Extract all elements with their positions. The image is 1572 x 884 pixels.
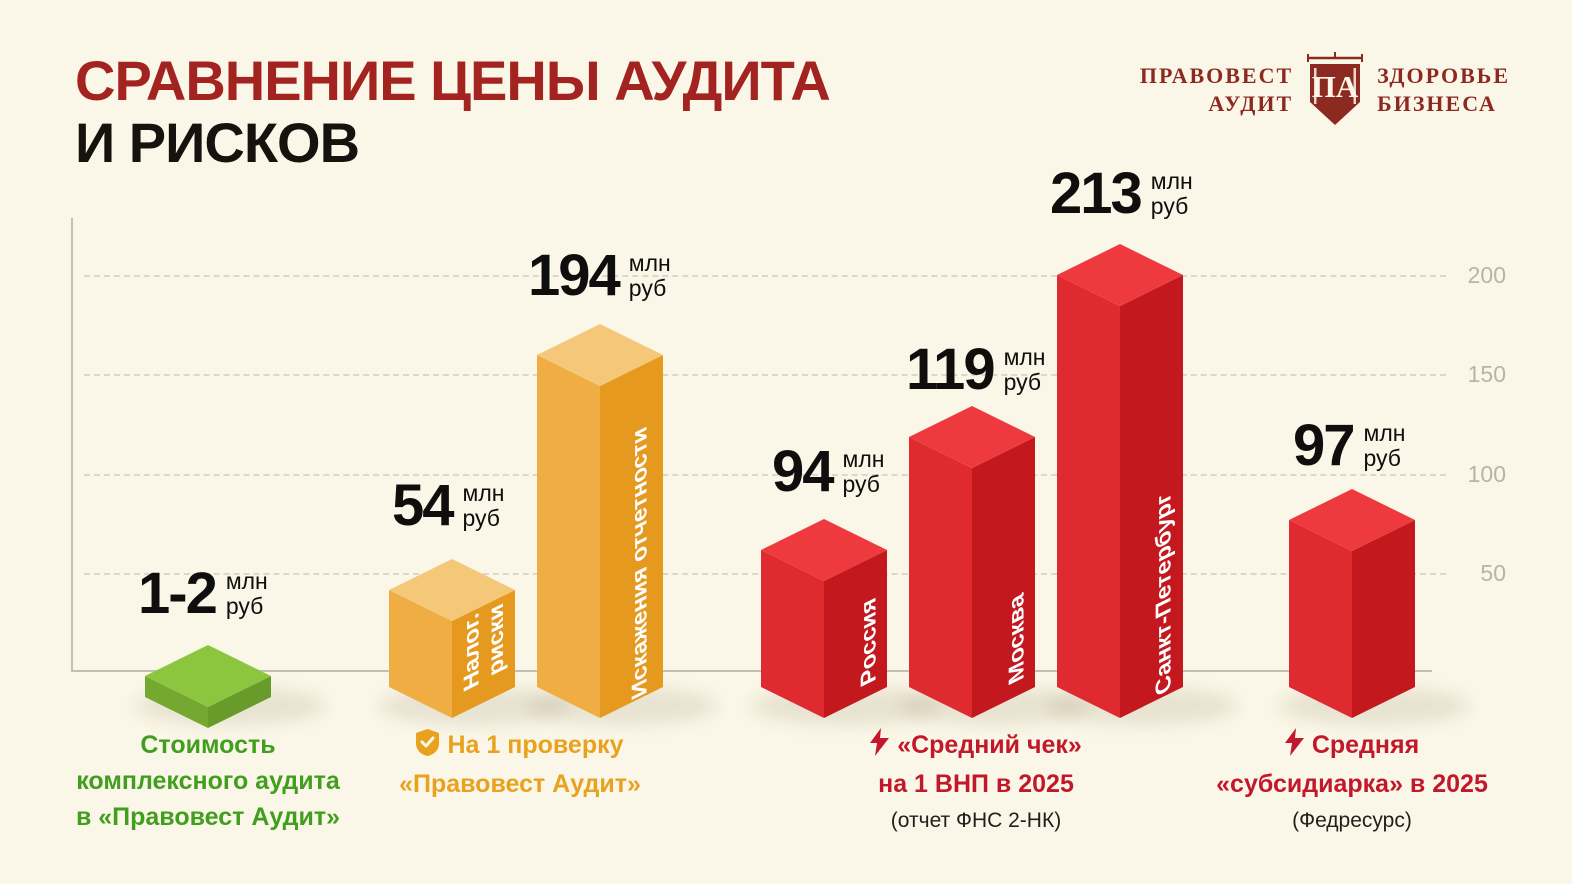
caption-line: Средняя bbox=[1142, 727, 1562, 766]
caption-line: «Правовест Аудит» bbox=[399, 770, 641, 798]
bar-face-right bbox=[600, 355, 663, 718]
value-unit: млн руб bbox=[628, 250, 671, 301]
bar-face-top bbox=[1289, 489, 1415, 551]
bar-face-left bbox=[389, 590, 452, 718]
bar-face-top bbox=[145, 645, 271, 707]
bar-face-right bbox=[824, 550, 887, 718]
shield-check-icon bbox=[416, 729, 440, 766]
logo-tagline: ЗДОРОВЬЕ БИЗНЕСА bbox=[1377, 62, 1510, 118]
caption-source: (отчет ФНС 2-НК) bbox=[890, 809, 1062, 832]
value-label-subsidiarka: 97 млн руб bbox=[1293, 413, 1406, 478]
bar-face-left bbox=[1057, 275, 1120, 718]
bar-face-label-iskazheniya: Искажения отчетности bbox=[627, 422, 653, 704]
bar-face-label-sankt-peterburg: Санкт-Петербург bbox=[1151, 488, 1177, 700]
value-label-sankt-peterburg: 213 млн руб bbox=[1050, 161, 1193, 226]
caption-audit-cost: Стоимость комплексного аудита в «Правове… bbox=[0, 727, 418, 835]
caption-source: (Федресурс) bbox=[1292, 809, 1412, 832]
gridline-200 bbox=[84, 275, 1446, 277]
y-tick-50: 50 bbox=[1480, 560, 1506, 586]
bar-face-left bbox=[909, 437, 972, 718]
value-unit: млн руб bbox=[225, 568, 268, 619]
logo-name: ПРАВОВЕСТ АУДИТ bbox=[1140, 62, 1293, 118]
caption-line: На 1 проверку bbox=[310, 727, 730, 766]
caption-per-inspection: На 1 проверку «Правовест Аудит» bbox=[310, 727, 730, 802]
bar-face-top bbox=[1057, 244, 1183, 306]
value-number: 213 bbox=[1050, 161, 1143, 226]
gridline-150 bbox=[84, 374, 1446, 376]
logo-monogram: ПА bbox=[1312, 69, 1359, 104]
bar-1-2 bbox=[145, 645, 271, 728]
logo-name-line2: АУДИТ bbox=[1208, 91, 1294, 116]
caption-line: комплексного аудита bbox=[76, 767, 340, 795]
caption-line: «Средний чек» bbox=[766, 727, 1186, 766]
value-label-moskva: 119 млн руб bbox=[906, 337, 1046, 402]
bar-face-right bbox=[1120, 275, 1183, 718]
logo-tagline-line1: ЗДОРОВЬЕ bbox=[1377, 63, 1510, 88]
bar-face-right bbox=[972, 437, 1035, 718]
value-label-rossiya: 94 млн руб bbox=[772, 439, 885, 504]
company-logo: ПРАВОВЕСТ АУДИТ ПА ЗДОРОВЬЕ БИЗНЕСА bbox=[1140, 52, 1510, 128]
bar-face-left bbox=[537, 355, 600, 718]
value-label-nalog-riski: 54 млн руб bbox=[392, 473, 505, 538]
bar-face-right bbox=[208, 676, 271, 728]
gridline-100 bbox=[84, 474, 1446, 476]
caption-average-check: «Средний чек» на 1 ВНП в 2025 (отчет ФНС… bbox=[766, 727, 1186, 833]
value-number: 94 bbox=[772, 439, 834, 504]
page-title: СРАВНЕНИЕ ЦЕНЫ АУДИТА И РИСКОВ bbox=[75, 49, 831, 174]
page-title-line2: И РИСКОВ bbox=[75, 111, 360, 174]
y-tick-100: 100 bbox=[1467, 461, 1506, 487]
value-number: 194 bbox=[528, 243, 621, 308]
caption-line: Стоимость bbox=[140, 731, 276, 759]
lightning-icon bbox=[1284, 728, 1304, 766]
bar-face-left bbox=[761, 550, 824, 718]
bar-face-top bbox=[909, 406, 1035, 468]
value-number: 1-2 bbox=[138, 561, 218, 626]
bar-97 bbox=[1289, 489, 1415, 718]
page-title-line1: СРАВНЕНИЕ ЦЕНЫ АУДИТА bbox=[75, 49, 831, 112]
logo-name-line1: ПРАВОВЕСТ bbox=[1139, 63, 1294, 88]
caption-line: на 1 ВНП в 2025 bbox=[878, 770, 1074, 798]
bar-face-top bbox=[761, 519, 887, 581]
bar-Искажения-отчетности bbox=[537, 324, 663, 718]
value-unit: млн руб bbox=[1150, 168, 1193, 219]
value-unit: млн руб bbox=[1003, 344, 1046, 395]
bar-face-left bbox=[145, 676, 208, 728]
bar-Москва bbox=[909, 406, 1035, 718]
lightning-icon bbox=[870, 728, 890, 766]
value-unit: млн руб bbox=[842, 446, 885, 497]
value-number: 97 bbox=[1293, 413, 1355, 478]
value-label-audit: 1-2 млн руб bbox=[138, 561, 268, 626]
logo-tagline-line2: БИЗНЕСА bbox=[1377, 91, 1497, 116]
bar-face-top bbox=[537, 324, 663, 386]
value-number: 54 bbox=[392, 473, 454, 538]
value-number: 119 bbox=[906, 337, 996, 402]
bar-face-label-moskva: Москва bbox=[1004, 589, 1030, 689]
caption-line: в «Правовест Аудит» bbox=[75, 803, 341, 831]
y-axis-line bbox=[71, 218, 73, 672]
bar-face-left bbox=[1289, 520, 1352, 718]
bar-Россия bbox=[761, 519, 887, 718]
value-label-iskazheniya: 194 млн руб bbox=[528, 243, 671, 308]
bar-face-top bbox=[389, 559, 515, 621]
shield-emblem-icon: ПА bbox=[1307, 52, 1364, 125]
bar-Налог.-риски bbox=[389, 559, 515, 718]
bar-face-label-rossiya: Россия bbox=[856, 593, 882, 691]
y-tick-200: 200 bbox=[1467, 262, 1506, 288]
bar-face-right bbox=[452, 590, 515, 718]
x-axis-line bbox=[71, 670, 1432, 672]
y-tick-150: 150 bbox=[1467, 361, 1506, 387]
bar-Санкт-Петербург bbox=[1057, 244, 1183, 718]
value-unit: млн руб bbox=[462, 480, 505, 531]
caption-line: «субсидиарка» в 2025 bbox=[1216, 770, 1488, 798]
value-unit: млн руб bbox=[1363, 420, 1406, 471]
bar-face-right bbox=[1352, 520, 1415, 718]
caption-subsidiarka: Средняя «субсидиарка» в 2025 (Федресурс) bbox=[1142, 727, 1562, 833]
